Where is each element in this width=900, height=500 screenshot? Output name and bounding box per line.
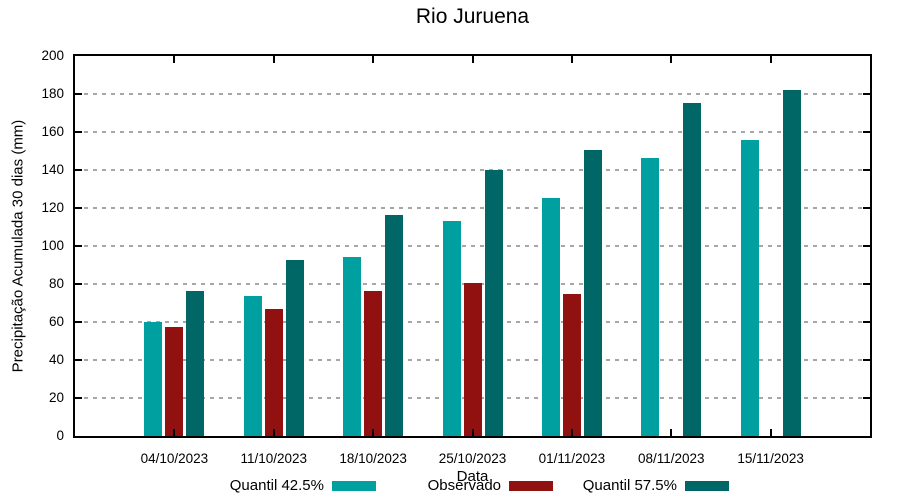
y-tick-label-60: 60 <box>48 314 64 329</box>
y-tick-label-160: 160 <box>41 124 64 139</box>
x-tick-mark-bottom-01-11-2023 <box>570 429 573 436</box>
y-tick-label-100: 100 <box>41 238 64 253</box>
bar-quantil-42-5-15-11-2023 <box>740 139 759 436</box>
y-tick-mark-left-180 <box>75 93 82 95</box>
chart-title: Rio Juruena <box>415 5 530 28</box>
y-tick-mark-left-160 <box>75 131 82 133</box>
x-tick-label-01-11-2023: 01/11/2023 <box>538 451 606 466</box>
gridline-100 <box>75 245 870 247</box>
bar-quantil-42-5-04-10-2023 <box>144 322 163 436</box>
y-tick-mark-right-20 <box>863 397 870 399</box>
bar-quantil-57-5-01-11-2023 <box>583 150 602 436</box>
y-tick-mark-left-120 <box>75 207 82 209</box>
x-tick-mark-top-08-11-2023 <box>670 56 673 63</box>
x-tick-mark-top-04-10-2023 <box>173 56 176 63</box>
y-tick-label-200: 200 <box>41 48 64 63</box>
y-tick-mark-right-120 <box>863 207 870 209</box>
x-axis-title: Data <box>456 468 489 485</box>
legend-entry-quantil-42-5: Quantil 42.5% <box>230 477 376 495</box>
gridline-160 <box>75 131 870 133</box>
bar-quantil-42-5-08-11-2023 <box>641 157 660 436</box>
y-tick-mark-left-20 <box>75 397 82 399</box>
legend-label-observado: Observado <box>427 477 501 494</box>
y-tick-label-40: 40 <box>48 352 64 367</box>
y-tick-mark-right-80 <box>863 283 870 285</box>
gridline-140 <box>75 169 870 171</box>
x-tick-label-18-10-2023: 18/10/2023 <box>339 451 407 466</box>
bar-quantil-42-5-01-11-2023 <box>541 197 560 436</box>
x-tick-mark-bottom-18-10-2023 <box>372 429 375 436</box>
x-tick-label-04-10-2023: 04/10/2023 <box>140 451 209 466</box>
bar-quantil-57-5-11-10-2023 <box>285 260 304 436</box>
x-tick-mark-top-18-10-2023 <box>372 56 375 63</box>
x-tick-mark-top-15-11-2023 <box>769 56 772 63</box>
x-tick-label-11-10-2023: 11/10/2023 <box>240 451 308 466</box>
legend-label-quantil-57-5: Quantil 57.5% <box>582 477 677 494</box>
y-tick-mark-right-100 <box>863 245 870 247</box>
bar-quantil-42-5-11-10-2023 <box>243 296 262 436</box>
y-tick-mark-right-160 <box>863 131 870 133</box>
plot-area <box>73 54 872 438</box>
legend-label-quantil-42-5: Quantil 42.5% <box>229 477 324 494</box>
y-tick-mark-left-80 <box>75 283 82 285</box>
gridline-120 <box>75 207 870 209</box>
y-tick-label-140: 140 <box>41 162 64 177</box>
y-tick-mark-right-60 <box>863 321 870 323</box>
y-tick-mark-left-60 <box>75 321 82 323</box>
y-tick-label-20: 20 <box>48 390 64 405</box>
bar-quantil-57-5-08-11-2023 <box>683 102 702 436</box>
y-tick-label-120: 120 <box>41 200 64 215</box>
legend-entry-quantil-57-5: Quantil 57.5% <box>583 477 729 495</box>
y-tick-mark-left-140 <box>75 169 82 171</box>
bar-quantil-57-5-18-10-2023 <box>385 214 404 436</box>
x-tick-mark-bottom-25-10-2023 <box>471 429 474 436</box>
y-tick-label-80: 80 <box>48 276 64 291</box>
bar-observado-04-10-2023 <box>165 326 184 436</box>
legend-swatch-quantil-42-5 <box>332 481 376 491</box>
bar-observado-01-11-2023 <box>562 293 581 436</box>
x-tick-mark-bottom-15-11-2023 <box>769 429 772 436</box>
bar-observado-18-10-2023 <box>364 290 383 436</box>
y-tick-mark-right-140 <box>863 169 870 171</box>
legend-entry-observado: Observado <box>428 477 553 495</box>
y-tick-mark-left-40 <box>75 359 82 361</box>
x-tick-mark-top-11-10-2023 <box>272 56 275 63</box>
x-tick-mark-bottom-08-11-2023 <box>670 429 673 436</box>
x-tick-mark-bottom-11-10-2023 <box>272 429 275 436</box>
legend-swatch-quantil-57-5 <box>685 481 729 491</box>
legend-swatch-observado <box>509 481 553 491</box>
y-tick-mark-left-100 <box>75 245 82 247</box>
gridline-180 <box>75 93 870 95</box>
x-tick-label-15-11-2023: 15/11/2023 <box>737 451 804 466</box>
x-tick-label-08-11-2023: 08/11/2023 <box>637 451 705 466</box>
x-tick-mark-top-01-11-2023 <box>570 56 573 63</box>
bar-quantil-42-5-25-10-2023 <box>442 221 461 436</box>
x-tick-label-25-10-2023: 25/10/2023 <box>438 451 507 466</box>
x-tick-mark-top-25-10-2023 <box>471 56 474 63</box>
y-tick-label-0: 0 <box>56 428 64 443</box>
bar-observado-25-10-2023 <box>463 283 482 436</box>
bar-quantil-57-5-15-11-2023 <box>782 90 801 436</box>
bar-quantil-57-5-25-10-2023 <box>484 170 503 436</box>
bar-quantil-42-5-18-10-2023 <box>343 257 362 436</box>
bar-quantil-57-5-04-10-2023 <box>186 290 205 436</box>
y-tick-label-180: 180 <box>41 86 64 101</box>
y-tick-mark-right-40 <box>863 359 870 361</box>
y-tick-mark-right-180 <box>863 93 870 95</box>
x-tick-mark-bottom-04-10-2023 <box>173 429 176 436</box>
bar-observado-11-10-2023 <box>264 308 283 436</box>
